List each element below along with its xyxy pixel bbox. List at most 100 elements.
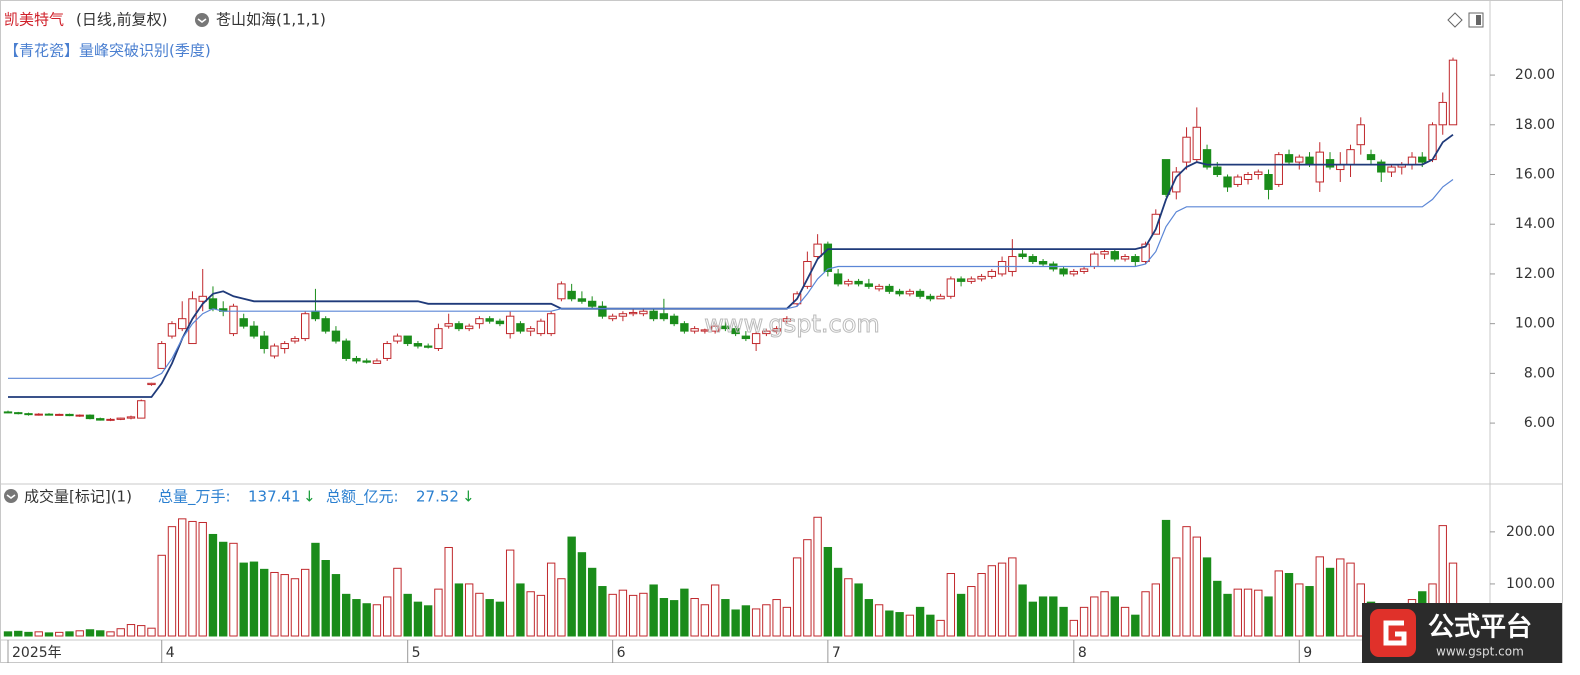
volume-bar	[229, 542, 238, 637]
volume-bar	[1151, 583, 1160, 637]
candle-body	[987, 270, 997, 277]
volume-bar	[946, 573, 956, 637]
candle-body	[167, 323, 177, 337]
candle-body	[700, 329, 710, 332]
volume-bar	[608, 593, 617, 637]
volume-bar	[1336, 558, 1345, 637]
plot-area: 6.00 8.00 10.00 12.00 14.00 16.00 18.00 20.00 10…	[3, 57, 1555, 663]
x-tick-label: 7	[832, 645, 841, 661]
candle-body	[1223, 176, 1232, 188]
volume-bar	[188, 520, 197, 637]
volume-bar	[905, 614, 915, 637]
volume-bar	[813, 516, 822, 637]
volume-bar	[55, 631, 64, 637]
candle-body	[85, 414, 95, 420]
y-tick-label: 14.00	[1515, 216, 1555, 232]
candle-body	[372, 360, 382, 364]
candle-body	[1120, 256, 1130, 260]
volume-bar	[628, 594, 638, 637]
volume-bar	[85, 629, 95, 637]
panel-icon[interactable]	[1468, 12, 1484, 28]
volume-bar	[1038, 596, 1048, 637]
candle-body	[782, 318, 792, 322]
candle-body	[895, 290, 904, 295]
volume-bar	[290, 578, 300, 637]
candle-body	[188, 298, 197, 345]
volume-bar	[1182, 526, 1191, 637]
x-tick-label: 5	[412, 645, 421, 661]
candle-body	[1182, 136, 1191, 163]
x-tick-label: 4	[166, 645, 175, 661]
candle-body	[1028, 256, 1038, 263]
candle-body	[997, 261, 1007, 275]
candle-body	[75, 414, 84, 417]
volume-bar	[34, 631, 43, 637]
volume-bar	[1284, 573, 1294, 637]
volume-bar	[1110, 596, 1119, 637]
volume-bar	[96, 630, 105, 637]
volume-bar	[915, 606, 925, 637]
volume-bar	[1202, 557, 1212, 637]
diamond-icon[interactable]	[1447, 12, 1463, 28]
volume-bar	[874, 604, 884, 637]
volume-bar	[1028, 601, 1038, 637]
volume-bar	[3, 631, 13, 637]
y-tick-label: 10.00	[1515, 316, 1555, 332]
candle-body	[198, 295, 207, 302]
candle-body	[147, 382, 156, 386]
candle-body	[44, 413, 54, 416]
volume-icon[interactable]	[4, 489, 18, 503]
volume-bar	[1018, 584, 1027, 637]
candle-body	[762, 330, 771, 335]
volume-bar	[526, 591, 535, 637]
volume-bar	[260, 568, 269, 637]
candle-body	[331, 330, 341, 342]
candle-body	[65, 413, 74, 417]
volume-bar	[65, 631, 74, 637]
indicator-icon[interactable]	[195, 13, 209, 27]
candle-body	[301, 313, 310, 340]
candle-body	[731, 328, 740, 335]
candle-body	[1131, 256, 1140, 263]
volume-bar	[854, 583, 863, 637]
candle-body	[1325, 159, 1335, 168]
volume-bar	[977, 573, 986, 637]
candle-body	[280, 343, 289, 350]
candle-body	[1110, 251, 1119, 260]
candle-body	[1213, 166, 1222, 176]
volume-bar	[403, 593, 412, 637]
indicator-line	[8, 179, 1454, 379]
candle-body	[342, 340, 351, 359]
y-tick-label: 20.00	[1515, 67, 1555, 83]
candle-body	[208, 298, 218, 310]
candle-body	[126, 416, 136, 419]
candle-body	[946, 278, 956, 297]
volume-bar	[475, 592, 484, 637]
volume-bar	[926, 614, 935, 637]
candle-body	[844, 280, 853, 285]
logo-glyph	[1383, 620, 1407, 646]
volume-bar	[382, 596, 392, 637]
candle-body	[1141, 243, 1150, 263]
candle-body	[1305, 156, 1314, 166]
volume-bar	[505, 549, 515, 637]
volume-bar	[157, 554, 166, 637]
volume-bar	[311, 542, 320, 637]
candle-body	[382, 343, 392, 359]
volume-bar	[587, 567, 597, 637]
candle-body	[464, 325, 474, 330]
candle-body	[639, 310, 648, 315]
volume-bar	[567, 536, 576, 637]
volume-bar	[1295, 583, 1304, 637]
candle-body	[1233, 176, 1242, 185]
trend-arrow: ↓	[303, 488, 316, 506]
candle-body	[885, 285, 894, 292]
candle-body	[1264, 174, 1273, 190]
candle-body	[741, 335, 751, 340]
volume-bar	[352, 599, 361, 637]
y-tick-label: 100.00	[1506, 576, 1555, 592]
volume-bar	[885, 610, 894, 637]
volume-bar	[464, 583, 474, 637]
candle-body	[413, 343, 423, 347]
volume-bar	[669, 600, 679, 637]
